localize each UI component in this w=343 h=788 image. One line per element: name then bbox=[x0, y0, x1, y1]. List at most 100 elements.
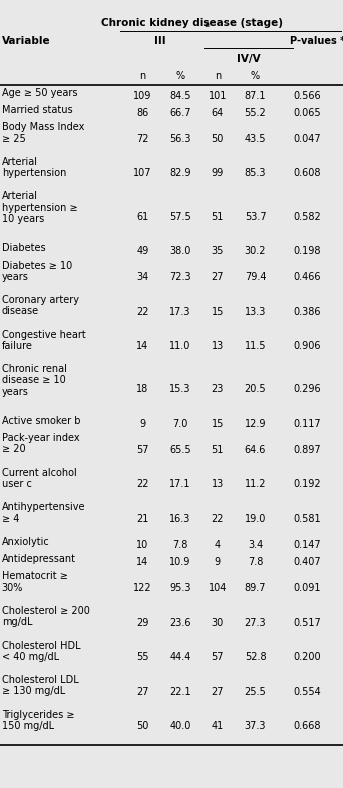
Text: 13: 13 bbox=[212, 479, 224, 489]
Text: 20.5: 20.5 bbox=[245, 385, 267, 394]
Text: III: III bbox=[154, 36, 165, 46]
Text: 15: 15 bbox=[212, 307, 224, 317]
Text: 0.296: 0.296 bbox=[293, 385, 321, 394]
Text: 87.1: 87.1 bbox=[245, 91, 266, 101]
Text: 9: 9 bbox=[139, 419, 145, 429]
Text: 0.198: 0.198 bbox=[293, 246, 321, 256]
Text: Chronic kidney disease (stage): Chronic kidney disease (stage) bbox=[101, 18, 283, 28]
Text: 23.6: 23.6 bbox=[169, 618, 191, 627]
Text: 0.517: 0.517 bbox=[293, 618, 321, 627]
Text: 0.668: 0.668 bbox=[293, 721, 321, 731]
Text: 0.047: 0.047 bbox=[293, 134, 321, 144]
Text: 122: 122 bbox=[133, 583, 152, 593]
Text: 37.3: 37.3 bbox=[245, 721, 266, 731]
Text: 61: 61 bbox=[136, 211, 149, 221]
Text: 7.8: 7.8 bbox=[248, 557, 263, 567]
Text: 13.3: 13.3 bbox=[245, 307, 266, 317]
Text: 0.897: 0.897 bbox=[293, 444, 321, 455]
Text: 16.3: 16.3 bbox=[169, 514, 191, 524]
Text: Cholesterol HDL
< 40 mg/dL: Cholesterol HDL < 40 mg/dL bbox=[2, 641, 80, 662]
Text: 22: 22 bbox=[136, 479, 149, 489]
Text: 64: 64 bbox=[212, 108, 224, 118]
Text: 27: 27 bbox=[212, 686, 224, 697]
Text: 17.3: 17.3 bbox=[169, 307, 191, 317]
Text: 49: 49 bbox=[136, 246, 149, 256]
Text: 89.7: 89.7 bbox=[245, 583, 266, 593]
Text: 22.1: 22.1 bbox=[169, 686, 191, 697]
Text: 65.5: 65.5 bbox=[169, 444, 191, 455]
Text: 18: 18 bbox=[136, 385, 149, 394]
Text: Current alcohol
user c: Current alcohol user c bbox=[2, 468, 76, 489]
Text: Coronary artery
disease: Coronary artery disease bbox=[2, 295, 79, 316]
Text: Antihypertensive
≥ 4: Antihypertensive ≥ 4 bbox=[2, 503, 85, 523]
Text: 52.8: 52.8 bbox=[245, 652, 267, 662]
Text: Arterial
hypertension ≥
10 years: Arterial hypertension ≥ 10 years bbox=[2, 191, 77, 224]
Text: Diabetes ≥ 10
years: Diabetes ≥ 10 years bbox=[2, 261, 72, 282]
Text: 0.386: 0.386 bbox=[293, 307, 321, 317]
Text: 29: 29 bbox=[136, 618, 149, 627]
Text: 0.200: 0.200 bbox=[293, 652, 321, 662]
Text: 55.2: 55.2 bbox=[245, 108, 267, 118]
Text: 0.466: 0.466 bbox=[293, 272, 321, 282]
Text: 27: 27 bbox=[136, 686, 149, 697]
Text: 0.065: 0.065 bbox=[293, 108, 321, 118]
Text: 101: 101 bbox=[209, 91, 227, 101]
Text: 0.147: 0.147 bbox=[293, 540, 321, 550]
Text: 0.581: 0.581 bbox=[293, 514, 321, 524]
Text: 15: 15 bbox=[212, 419, 224, 429]
Text: Married status: Married status bbox=[2, 105, 72, 115]
Text: 27: 27 bbox=[212, 272, 224, 282]
Text: 82.9: 82.9 bbox=[169, 169, 191, 178]
Text: 11.5: 11.5 bbox=[245, 341, 266, 351]
Text: 30.2: 30.2 bbox=[245, 246, 266, 256]
Text: Arterial
hypertension: Arterial hypertension bbox=[2, 157, 66, 178]
Text: Variable: Variable bbox=[2, 36, 50, 46]
Text: 86: 86 bbox=[136, 108, 149, 118]
Text: 22: 22 bbox=[136, 307, 149, 317]
Text: 21: 21 bbox=[136, 514, 149, 524]
Text: 15.3: 15.3 bbox=[169, 385, 191, 394]
Text: 0.608: 0.608 bbox=[293, 169, 321, 178]
Text: 38.0: 38.0 bbox=[169, 246, 191, 256]
Text: 0.554: 0.554 bbox=[293, 686, 321, 697]
Text: IV/V: IV/V bbox=[237, 54, 260, 64]
Text: 41: 41 bbox=[212, 721, 224, 731]
Text: Chronic renal
disease ≥ 10
years: Chronic renal disease ≥ 10 years bbox=[2, 364, 67, 396]
Text: 9: 9 bbox=[215, 557, 221, 567]
Text: 53.7: 53.7 bbox=[245, 211, 267, 221]
Text: Body Mass Index
≥ 25: Body Mass Index ≥ 25 bbox=[2, 122, 84, 143]
Text: Triglycerides ≥
150 mg/dL: Triglycerides ≥ 150 mg/dL bbox=[2, 710, 74, 731]
Text: 23: 23 bbox=[212, 385, 224, 394]
Text: 66.7: 66.7 bbox=[169, 108, 191, 118]
Text: 19.0: 19.0 bbox=[245, 514, 266, 524]
Text: 57: 57 bbox=[212, 652, 224, 662]
Text: 79.4: 79.4 bbox=[245, 272, 266, 282]
Text: 84.5: 84.5 bbox=[169, 91, 191, 101]
Text: 0.117: 0.117 bbox=[293, 419, 321, 429]
Text: 51: 51 bbox=[212, 211, 224, 221]
Text: Cholesterol LDL
≥ 130 mg/dL: Cholesterol LDL ≥ 130 mg/dL bbox=[2, 675, 79, 697]
Text: %: % bbox=[251, 71, 260, 81]
Text: 27.3: 27.3 bbox=[245, 618, 267, 627]
Text: 17.1: 17.1 bbox=[169, 479, 191, 489]
Text: 0.407: 0.407 bbox=[293, 557, 321, 567]
Text: Diabetes: Diabetes bbox=[2, 243, 45, 253]
Text: 13: 13 bbox=[212, 341, 224, 351]
Text: 107: 107 bbox=[133, 169, 152, 178]
Text: Anxiolytic: Anxiolytic bbox=[2, 537, 49, 547]
Text: n: n bbox=[215, 71, 221, 81]
Text: 56.3: 56.3 bbox=[169, 134, 191, 144]
Text: 50: 50 bbox=[136, 721, 149, 731]
Text: P-values *: P-values * bbox=[290, 36, 343, 46]
Text: 40.0: 40.0 bbox=[169, 721, 191, 731]
Text: 14: 14 bbox=[136, 557, 149, 567]
Text: 0.906: 0.906 bbox=[293, 341, 321, 351]
Text: 34: 34 bbox=[136, 272, 149, 282]
Text: 3.4: 3.4 bbox=[248, 540, 263, 550]
Text: n: n bbox=[139, 71, 145, 81]
Text: 7.0: 7.0 bbox=[173, 419, 188, 429]
Text: 35: 35 bbox=[212, 246, 224, 256]
Text: 44.4: 44.4 bbox=[169, 652, 191, 662]
Text: 10: 10 bbox=[136, 540, 149, 550]
Text: 22: 22 bbox=[212, 514, 224, 524]
